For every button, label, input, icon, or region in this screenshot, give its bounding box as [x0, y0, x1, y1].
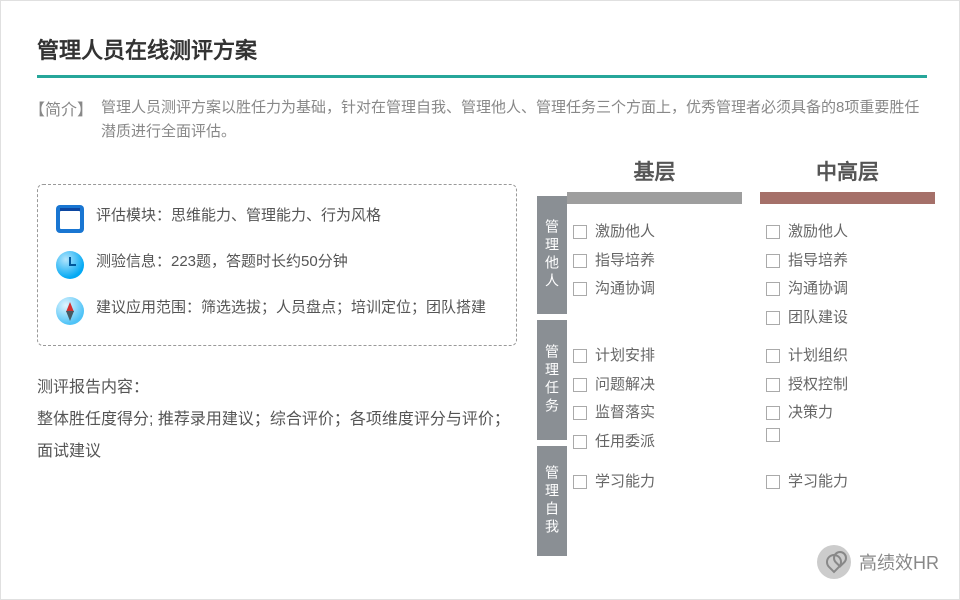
col-header-mid: 中高层 — [760, 156, 935, 192]
check-item — [766, 428, 929, 442]
content: 评估模块：思维能力、管理能力、行为风格 测验信息：223题，答题时长约50分钟 … — [1, 144, 959, 576]
report-body: 整体胜任度得分; 推荐录用建议；综合评价；各项维度评分与评价；面试建议 — [37, 404, 517, 468]
intro-label: 【简介】 — [29, 96, 93, 120]
wechat-icon — [817, 545, 851, 579]
book-icon — [56, 205, 84, 233]
check-item: 激励他人 — [766, 218, 929, 247]
check-item: 指导培养 — [766, 247, 929, 276]
title-block: 管理人员在线测评方案 — [1, 1, 959, 78]
report-block: 测评报告内容： 整体胜任度得分; 推荐录用建议；综合评价；各项维度评分与评价；面… — [37, 372, 517, 468]
check-item: 监督落实 — [573, 399, 736, 428]
check-item: 计划安排 — [573, 342, 736, 371]
row-label-self: 管理自我 — [537, 446, 567, 556]
check-item: 决策力 — [766, 399, 929, 428]
row-labels: 管理他人 管理任务 管理自我 — [537, 196, 567, 576]
left-column: 评估模块：思维能力、管理能力、行为风格 测验信息：223题，答题时长约50分钟 … — [37, 156, 517, 576]
check-item: 沟通协调 — [573, 275, 736, 304]
check-item: 激励他人 — [573, 218, 736, 247]
col-bar-mid — [760, 192, 935, 204]
cell-basic-others: 激励他人指导培养沟通协调 — [567, 210, 742, 334]
check-item: 授权控制 — [766, 371, 929, 400]
check-item: 沟通协调 — [766, 275, 929, 304]
row-label-tasks: 管理任务 — [537, 320, 567, 440]
check-item: 学习能力 — [573, 468, 736, 497]
intro-row: 【简介】 管理人员测评方案以胜任力为基础，针对在管理自我、管理他人、管理任务三个… — [1, 78, 959, 144]
col-mid: 中高层 激励他人指导培养沟通协调团队建设 计划组织授权控制决策力 学习能力 — [760, 156, 935, 576]
info-scope-text: 建议应用范围：筛选选拔；人员盘点；培训定位；团队搭建 — [96, 297, 486, 320]
grid-columns: 基层 激励他人指导培养沟通协调 计划安排问题解决监督落实任用委派 学习能力 中高… — [567, 156, 935, 576]
report-label: 测评报告内容： — [37, 372, 517, 404]
info-module-row: 评估模块：思维能力、管理能力、行为风格 — [56, 205, 498, 233]
watermark-text: 高绩效HR — [859, 549, 939, 575]
col-bar-basic — [567, 192, 742, 204]
col-header-basic: 基层 — [567, 156, 742, 192]
info-scope-row: 建议应用范围：筛选选拔；人员盘点；培训定位；团队搭建 — [56, 297, 498, 325]
check-item: 学习能力 — [766, 468, 929, 497]
compass-icon — [56, 297, 84, 325]
cell-basic-tasks: 计划安排问题解决监督落实任用委派 — [567, 334, 742, 460]
info-test-text: 测验信息：223题，答题时长约50分钟 — [96, 251, 348, 274]
row-label-others: 管理他人 — [537, 196, 567, 314]
page-title: 管理人员在线测评方案 — [37, 33, 959, 65]
col-basic: 基层 激励他人指导培养沟通协调 计划安排问题解决监督落实任用委派 学习能力 — [567, 156, 742, 576]
intro-text: 管理人员测评方案以胜任力为基础，针对在管理自我、管理他人、管理任务三个方面上，优… — [101, 96, 923, 144]
check-item: 问题解决 — [573, 371, 736, 400]
right-column: 管理他人 管理任务 管理自我 基层 激励他人指导培养沟通协调 计划安排问题解决监… — [517, 156, 935, 576]
clock-icon — [56, 251, 84, 279]
watermark: 高绩效HR — [817, 545, 939, 579]
check-item: 团队建设 — [766, 304, 929, 333]
info-module-text: 评估模块：思维能力、管理能力、行为风格 — [96, 205, 381, 228]
cell-basic-self: 学习能力 — [567, 460, 742, 576]
check-item: 计划组织 — [766, 342, 929, 371]
info-box: 评估模块：思维能力、管理能力、行为风格 测验信息：223题，答题时长约50分钟 … — [37, 184, 517, 346]
cell-mid-tasks: 计划组织授权控制决策力 — [760, 334, 935, 460]
check-item: 任用委派 — [573, 428, 736, 457]
info-test-row: 测验信息：223题，答题时长约50分钟 — [56, 251, 498, 279]
cell-mid-others: 激励他人指导培养沟通协调团队建设 — [760, 210, 935, 334]
check-item: 指导培养 — [573, 247, 736, 276]
